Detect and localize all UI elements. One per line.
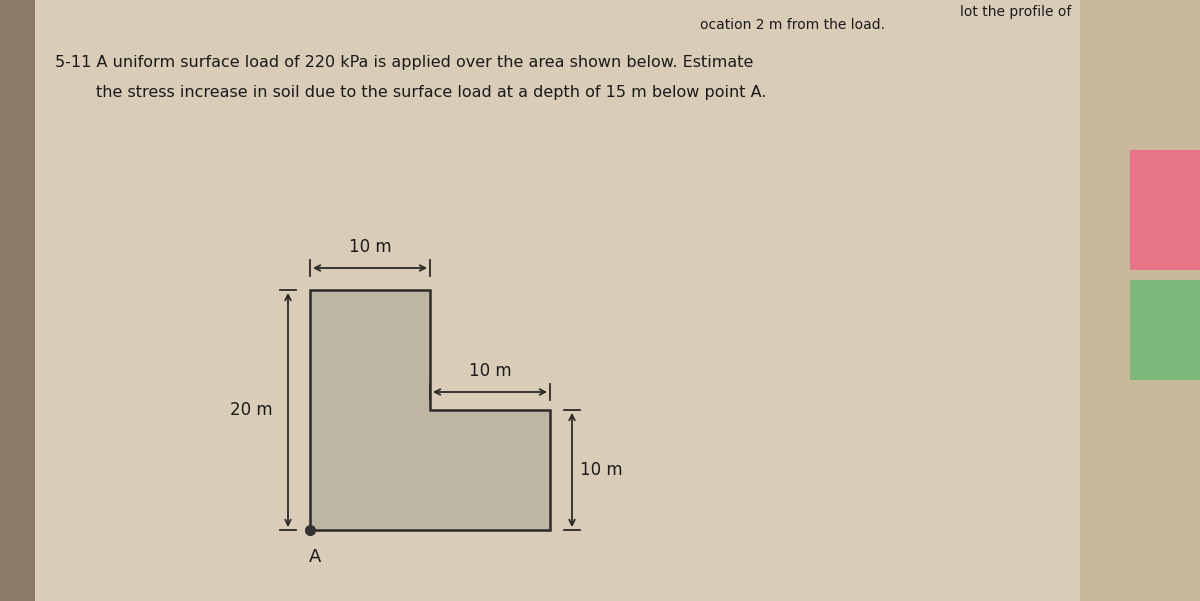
Polygon shape bbox=[310, 290, 550, 530]
Text: 10 m: 10 m bbox=[580, 461, 623, 479]
Text: 20 m: 20 m bbox=[230, 401, 274, 419]
Text: lot the profile of: lot the profile of bbox=[960, 5, 1072, 19]
Bar bbox=[1130, 280, 1200, 380]
Text: A: A bbox=[308, 548, 322, 566]
Bar bbox=[1130, 150, 1200, 270]
Text: the stress increase in soil due to the surface load at a depth of 15 m below poi: the stress increase in soil due to the s… bbox=[55, 85, 767, 100]
FancyBboxPatch shape bbox=[30, 0, 1080, 601]
Text: 10 m: 10 m bbox=[469, 362, 511, 380]
Bar bbox=[0, 0, 35, 601]
Text: 10 m: 10 m bbox=[349, 238, 391, 256]
Text: 5-11 A uniform surface load of 220 kPa is applied over the area shown below. Est: 5-11 A uniform surface load of 220 kPa i… bbox=[55, 55, 754, 70]
Text: ocation 2 m from the load.: ocation 2 m from the load. bbox=[700, 18, 886, 32]
